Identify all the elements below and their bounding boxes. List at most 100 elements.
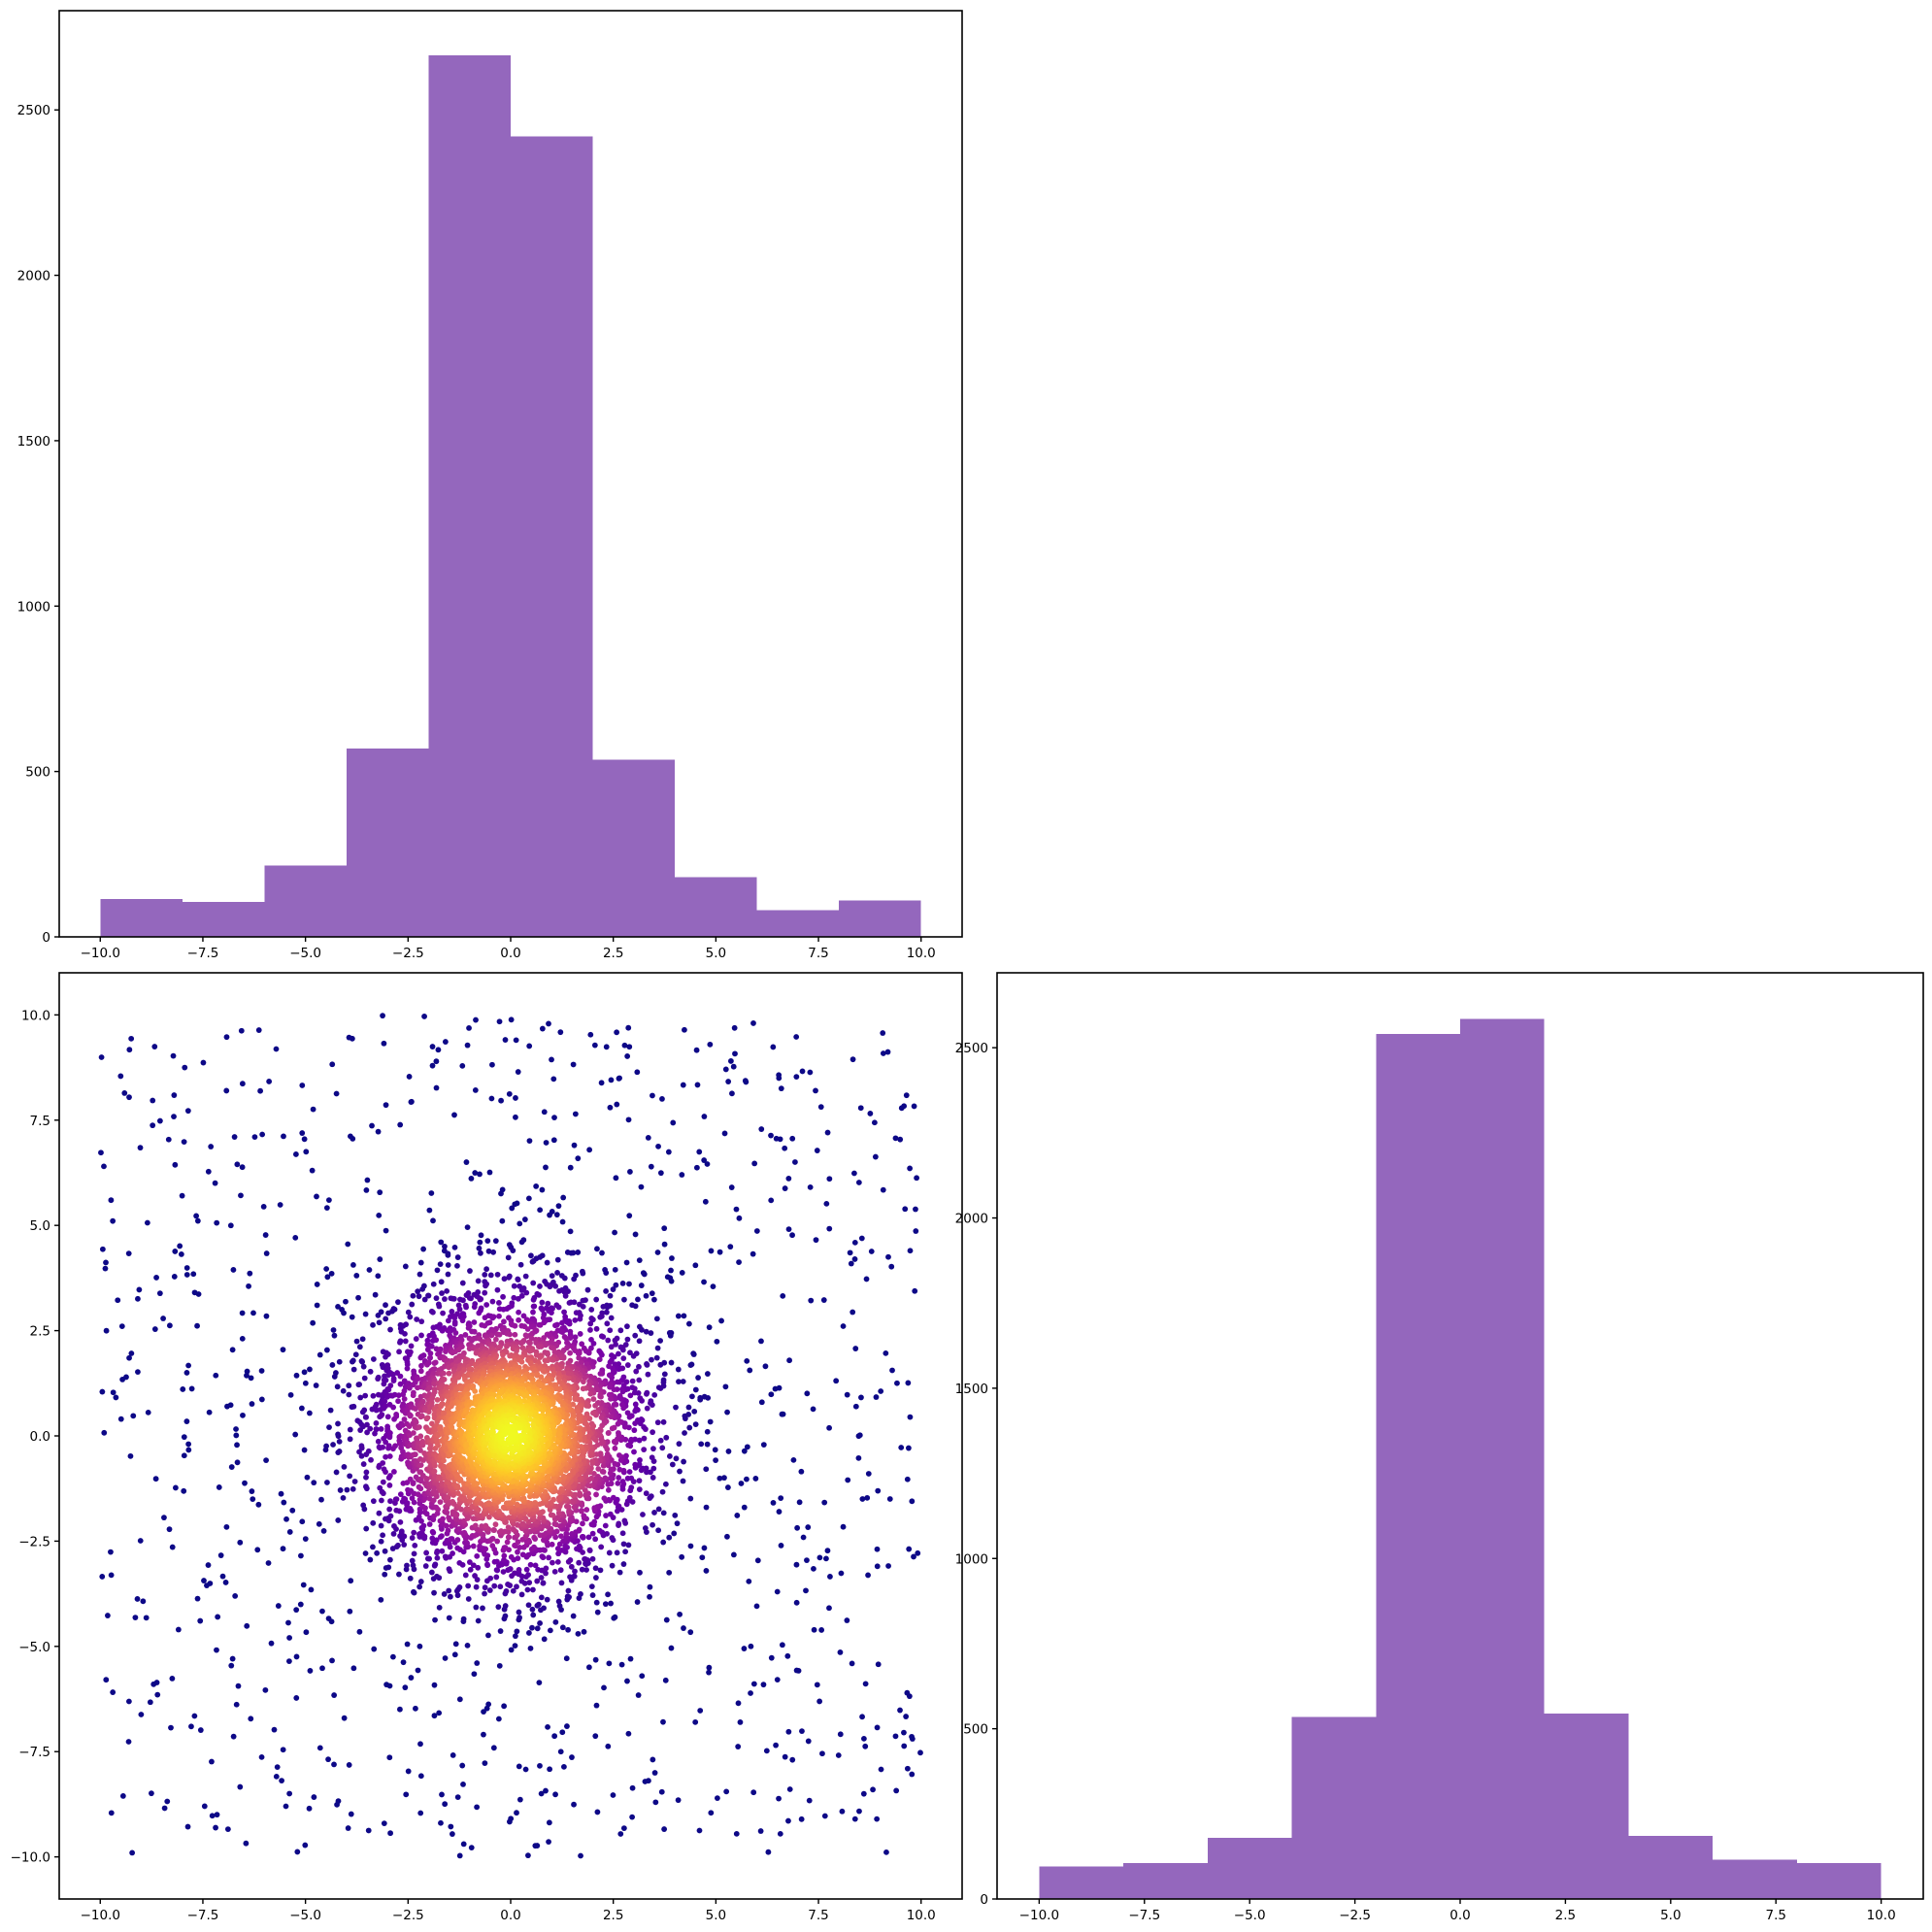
scatter-point	[230, 1267, 237, 1273]
scatter-point	[460, 1841, 467, 1848]
scatter-point	[383, 1439, 389, 1446]
scatter-point	[216, 1484, 222, 1490]
scatter-point	[661, 1225, 668, 1232]
scatter-point	[102, 1265, 109, 1272]
scatter-point	[529, 1606, 536, 1613]
scatter-point	[521, 1216, 528, 1222]
scatter-point	[653, 1354, 660, 1361]
scatter-point	[907, 1248, 914, 1254]
scatter-point	[730, 1063, 737, 1070]
scatter-point	[835, 1752, 842, 1758]
scatter-point	[536, 1291, 543, 1298]
scatter-point	[250, 1310, 256, 1316]
scatter-point	[185, 1447, 192, 1453]
scatter-point	[526, 1043, 533, 1049]
scatter-point	[331, 1692, 338, 1698]
scatter-point	[478, 1232, 484, 1239]
scatter-point	[663, 1434, 670, 1441]
scatter-point	[456, 1696, 463, 1703]
scatter-point	[553, 1212, 560, 1218]
scatter-point	[697, 1396, 704, 1403]
scatter-point	[555, 1203, 562, 1210]
scatter-point	[372, 1430, 378, 1437]
scatter-point	[363, 1469, 370, 1476]
scatter-point	[463, 1304, 470, 1311]
scatter-point	[651, 1391, 658, 1398]
scatter-point	[436, 1303, 443, 1310]
scatter-point	[844, 1391, 850, 1398]
scatter-point	[425, 1409, 432, 1416]
scatter-point	[617, 1344, 624, 1350]
scatter-point	[363, 1414, 369, 1420]
scatter-point	[648, 1163, 654, 1170]
scatter-point	[219, 1573, 226, 1580]
scatter-point	[616, 1520, 622, 1527]
scatter-point	[629, 1499, 636, 1505]
scatter-point	[833, 1378, 840, 1384]
scatter-point	[484, 1561, 490, 1568]
scatter-point	[375, 1374, 382, 1381]
scatter-point	[911, 1553, 916, 1560]
scatter-point	[514, 1628, 520, 1635]
scatter-point	[415, 1376, 421, 1382]
scatter-point	[730, 1551, 737, 1558]
scatter-point	[358, 1445, 365, 1451]
scatter-point	[214, 1812, 220, 1818]
scatter-point	[298, 1552, 304, 1559]
scatter-point	[776, 1795, 782, 1802]
scatter-point	[673, 1404, 679, 1411]
scatter-point	[851, 1170, 857, 1177]
scatter-point	[612, 1229, 617, 1236]
scatter-point	[888, 1263, 895, 1270]
scatter-point	[396, 1508, 403, 1515]
scatter-point	[569, 1531, 575, 1537]
scatter-point	[233, 1426, 239, 1432]
scatter-point	[274, 1764, 281, 1771]
scatter-point	[587, 1390, 594, 1397]
scatter-point	[108, 1197, 115, 1204]
scatter-point	[626, 1044, 633, 1050]
scatter-point	[417, 1485, 424, 1492]
scatter-point	[670, 1119, 677, 1126]
scatter-point	[498, 1097, 504, 1104]
scatter-point	[516, 1796, 523, 1803]
scatter-point	[515, 1069, 521, 1075]
scatter-point	[428, 1190, 435, 1196]
scatter-point	[367, 1368, 374, 1375]
scatter-point	[572, 1334, 579, 1341]
scatter-point	[361, 1407, 368, 1414]
scatter-point	[524, 1326, 531, 1332]
scatter-point	[430, 1309, 436, 1316]
scatter-point	[265, 1560, 272, 1566]
scatter-point	[237, 1539, 244, 1546]
scatter-point	[446, 1370, 452, 1377]
scatter-point	[687, 1629, 694, 1636]
scatter-point	[715, 1795, 720, 1802]
scatter-point	[519, 1551, 526, 1558]
scatter-point	[654, 1345, 661, 1351]
scatter-point	[840, 1323, 847, 1329]
scatter-point	[911, 1103, 917, 1110]
scatter-point	[624, 1678, 630, 1684]
scatter-point	[650, 1756, 656, 1763]
y-tick-label: 1500	[17, 434, 50, 450]
scatter-point	[103, 1677, 110, 1683]
scatter-point	[872, 1153, 879, 1160]
scatter-point	[871, 1119, 878, 1126]
scatter-point	[617, 1457, 624, 1463]
scatter-point	[903, 1092, 910, 1099]
scatter-point	[648, 1400, 653, 1407]
scatter-point	[293, 1372, 300, 1379]
scatter-point	[582, 1556, 587, 1562]
scatter-point	[151, 1044, 158, 1049]
scatter-point	[381, 1820, 387, 1827]
scatter-point	[746, 1578, 752, 1584]
scatter-point	[599, 1468, 606, 1475]
scatter-point	[451, 1244, 458, 1250]
scatter-point	[907, 1165, 914, 1172]
scatter-point	[575, 1249, 582, 1255]
scatter-point	[650, 1429, 656, 1436]
scatter-point	[456, 1852, 463, 1859]
x-tick-label: −2.5	[392, 946, 424, 961]
scatter-point	[826, 1424, 833, 1431]
